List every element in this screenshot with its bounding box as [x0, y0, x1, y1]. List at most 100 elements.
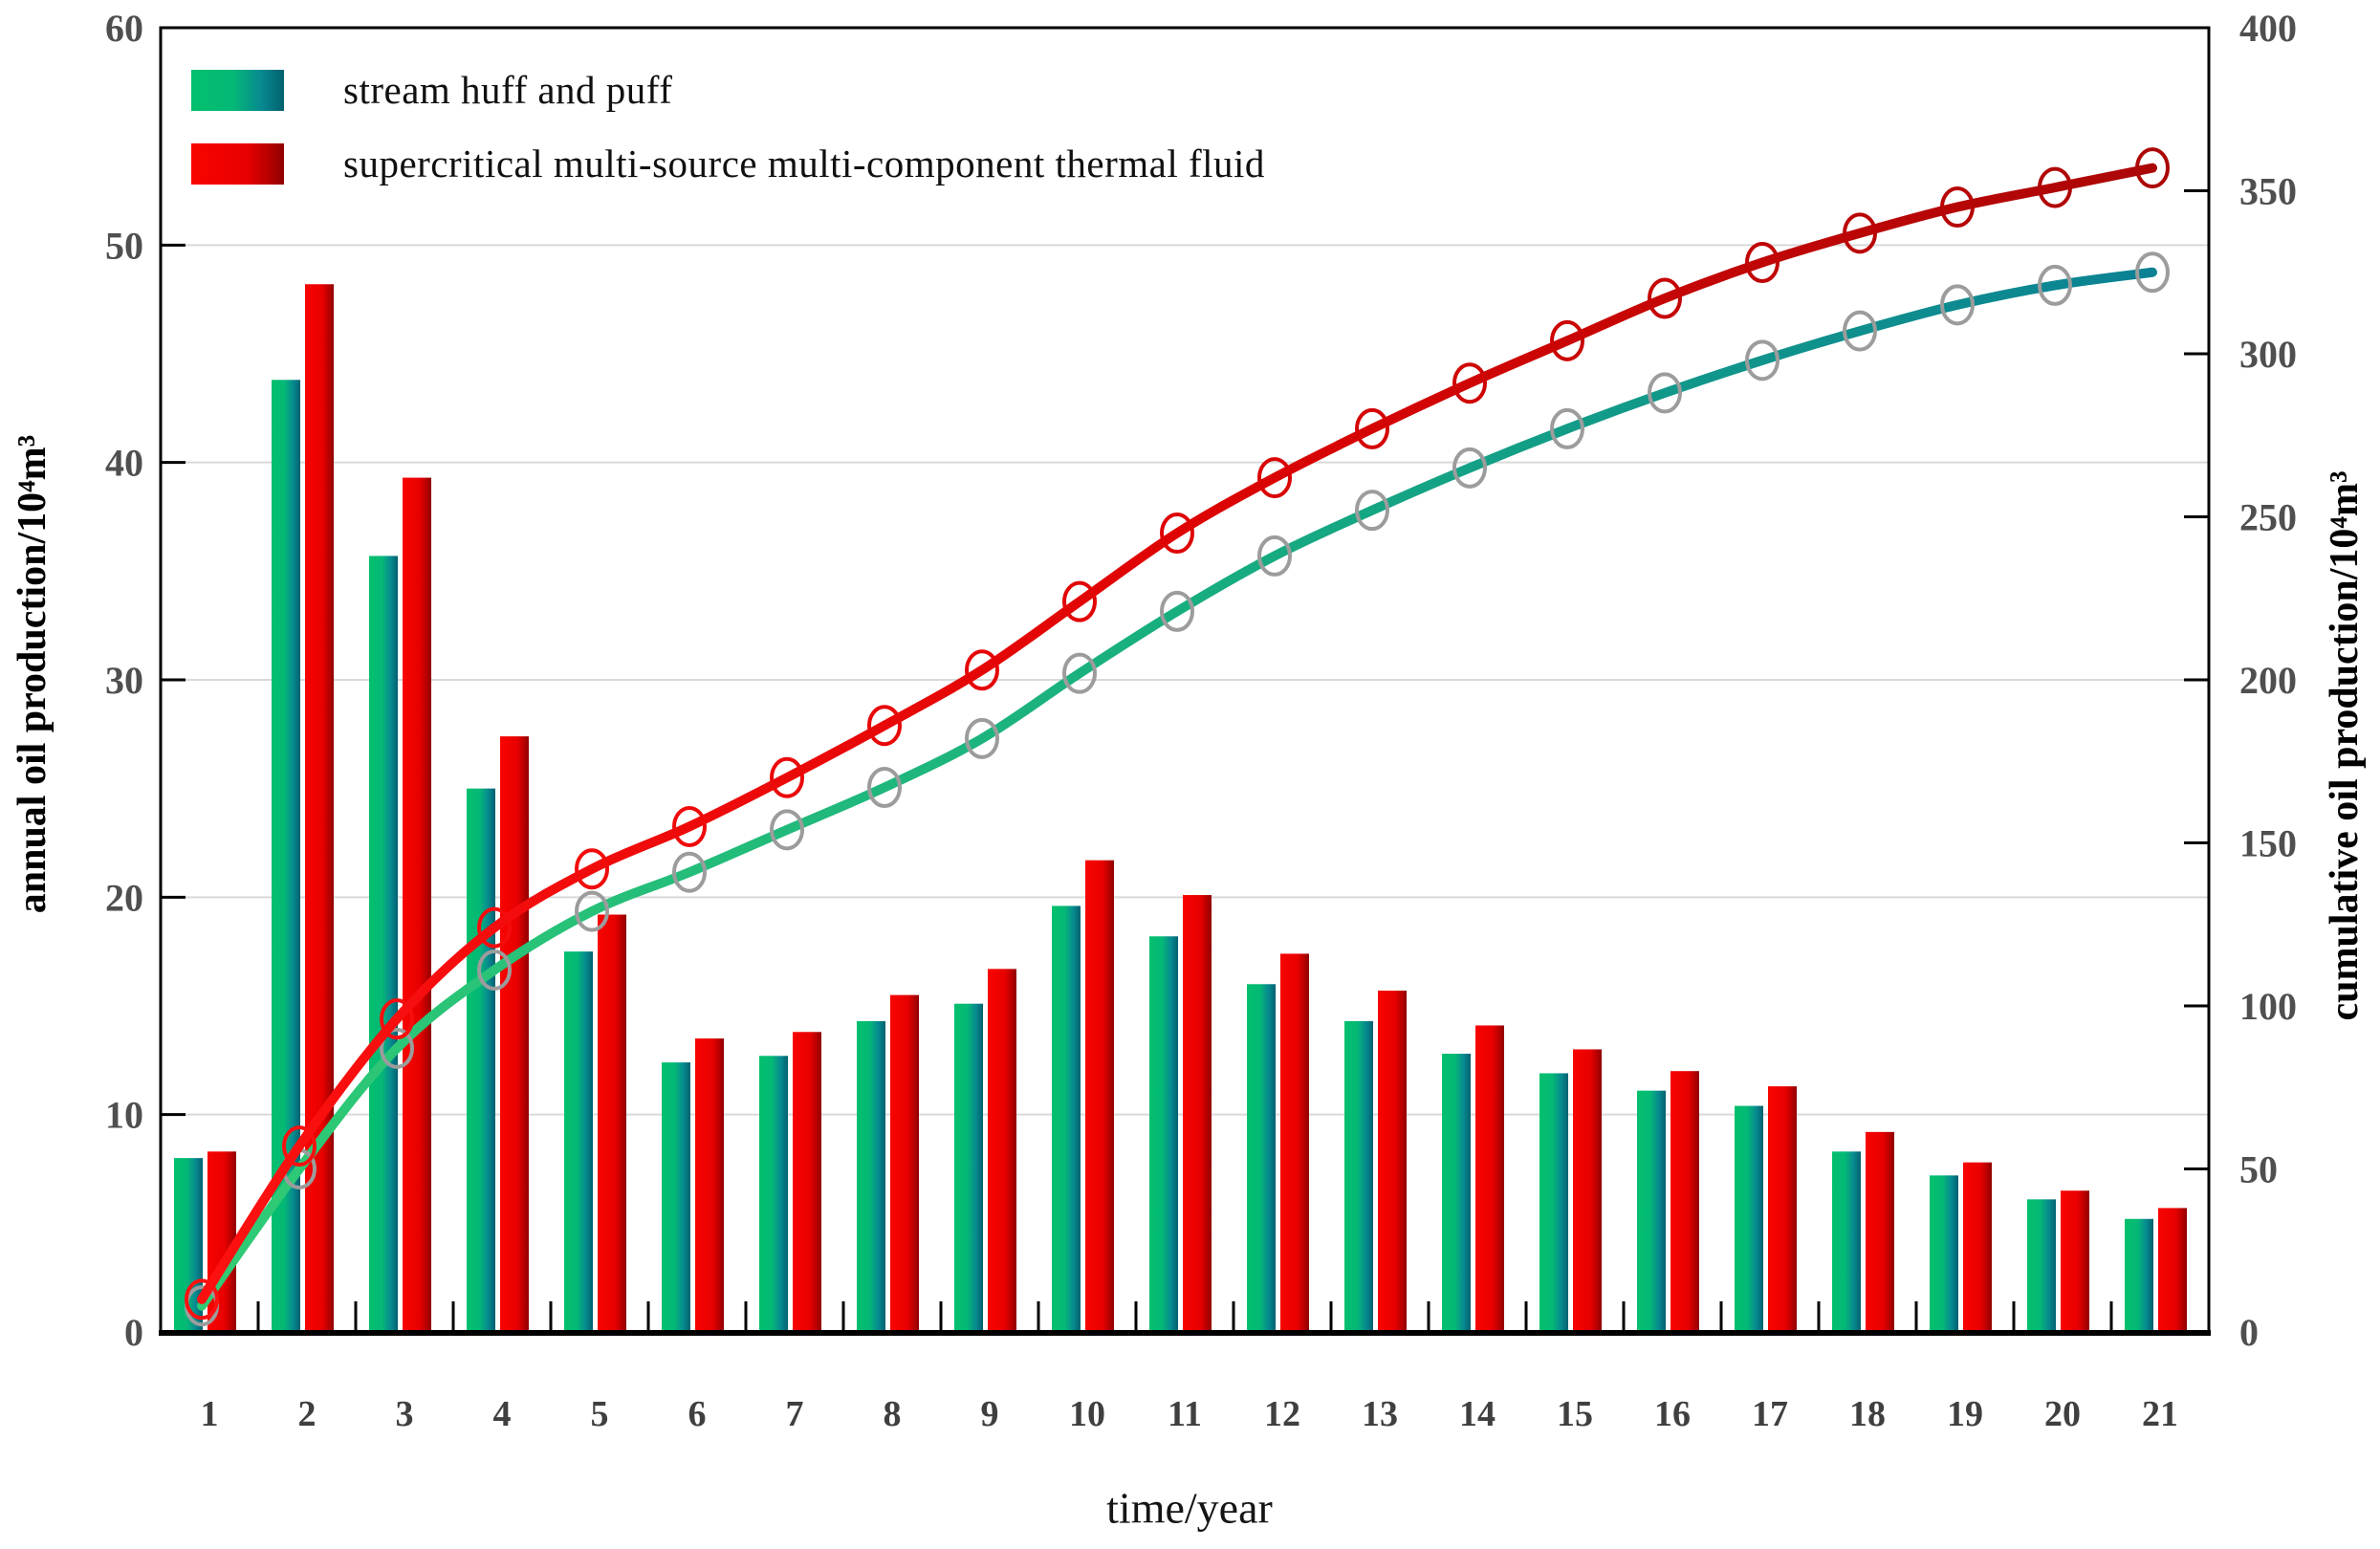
bar-stream-annual-year-12: [1247, 984, 1276, 1332]
x-axis-tick-label-2: 2: [298, 1394, 317, 1434]
bar-stream-annual-year-19: [1930, 1175, 1958, 1332]
right-axis-tick-label-150: 150: [2239, 822, 2297, 865]
legend-label-supercritical: supercritical multi-source multi-compone…: [343, 142, 1265, 185]
right-axis-tick-label-350: 350: [2239, 170, 2297, 213]
right-axis-tick-label-100: 100: [2239, 985, 2297, 1028]
bar-supercritical-annual-year-20: [2061, 1190, 2089, 1332]
marker-supercritical-cumulative-year-4: [477, 906, 512, 949]
bar-stream-annual-year-5: [564, 951, 593, 1332]
x-axis-tick-label-17: 17: [1752, 1394, 1788, 1434]
bar-supercritical-annual-year-12: [1280, 953, 1309, 1332]
left-axis-tick-label-50: 50: [105, 224, 143, 267]
x-axis-tick-label-7: 7: [786, 1394, 804, 1434]
bar-supercritical-annual-year-15: [1573, 1049, 1602, 1332]
bar-stream-annual-year-3: [369, 556, 398, 1332]
legend: stream huff and puff supercritical multi…: [191, 68, 1265, 185]
marker-stream-cumulative-year-7: [770, 809, 804, 851]
marker-stream-cumulative-year-9: [965, 717, 999, 759]
marker-supercritical-cumulative-year-1: [185, 1278, 219, 1320]
bar-stream-annual-year-4: [467, 788, 495, 1332]
marker-stream-cumulative-year-12: [1257, 535, 1292, 577]
marker-supercritical-cumulative-year-20: [2038, 166, 2072, 208]
x-axis-tick-label-4: 4: [493, 1394, 512, 1434]
right-axis-tick-label-50: 50: [2239, 1148, 2278, 1191]
marker-supercritical-cumulative-year-17: [1745, 242, 1780, 284]
bar-stream-annual-year-17: [1735, 1105, 1763, 1332]
bar-supercritical-annual-year-6: [695, 1038, 724, 1332]
right-axis-tick-label-400: 400: [2239, 7, 2297, 50]
marker-stream-cumulative-year-18: [1843, 310, 1877, 352]
marker-supercritical-cumulative-year-8: [867, 705, 902, 747]
bar-stream-annual-year-15: [1539, 1073, 1568, 1332]
x-axis-tick-label-10: 10: [1069, 1394, 1105, 1434]
marker-supercritical-cumulative-year-18: [1843, 212, 1877, 254]
marker-supercritical-cumulative-year-6: [672, 805, 707, 847]
marker-stream-cumulative-year-3: [380, 1027, 414, 1069]
left-axis-title: annual oil production/10⁴m³: [11, 434, 55, 914]
bar-stream-annual-year-13: [1344, 1020, 1373, 1332]
bars-stream-annual: [174, 380, 2153, 1332]
marker-stream-cumulative-year-20: [2038, 264, 2072, 306]
bar-supercritical-annual-year-9: [988, 969, 1016, 1332]
x-axis-tick-label-12: 12: [1264, 1394, 1300, 1434]
x-axis-tick-label-3: 3: [396, 1394, 414, 1434]
bar-stream-annual-year-21: [2125, 1218, 2153, 1332]
marker-supercritical-cumulative-year-14: [1452, 362, 1487, 404]
marker-stream-cumulative-year-11: [1160, 590, 1194, 632]
line-stream-cumulative: [197, 267, 2157, 1311]
x-axis-tick-label-13: 13: [1362, 1394, 1398, 1434]
legend-swatch-supercritical-icon: [191, 142, 284, 185]
bar-supercritical-annual-year-5: [598, 914, 626, 1332]
bar-supercritical-annual-year-19: [1963, 1162, 1992, 1332]
marker-stream-cumulative-year-14: [1452, 447, 1487, 489]
left-axis-tick-label-10: 10: [105, 1094, 143, 1137]
marker-supercritical-cumulative-year-15: [1550, 319, 1584, 361]
left-axis-tick-label-30: 30: [105, 659, 143, 702]
marker-supercritical-cumulative-year-11: [1160, 513, 1194, 555]
marker-stream-cumulative-year-19: [1940, 284, 1975, 326]
legend-item-supercritical: supercritical multi-source multi-compone…: [191, 142, 1265, 185]
bars-supercritical-annual: [207, 284, 2187, 1333]
bar-supercritical-annual-year-16: [1670, 1071, 1699, 1332]
left-axis-tick-label-0: 0: [124, 1311, 143, 1354]
marker-supercritical-cumulative-year-9: [965, 649, 999, 691]
marker-supercritical-cumulative-year-16: [1648, 277, 1682, 319]
left-axis-tick-label-40: 40: [105, 442, 143, 485]
bar-supercritical-annual-year-10: [1085, 860, 1114, 1332]
markers-supercritical-cumulative: [185, 147, 2170, 1320]
markers-stream-cumulative: [185, 251, 2170, 1327]
x-axis-tick-label-14: 14: [1459, 1394, 1496, 1434]
marker-supercritical-cumulative-year-2: [282, 1125, 317, 1167]
marker-supercritical-cumulative-year-13: [1355, 407, 1389, 449]
bar-supercritical-annual-year-3: [403, 477, 431, 1333]
x-axis-tick-label-9: 9: [981, 1394, 999, 1434]
right-axis-title: cumulative oil production/10⁴m³: [2323, 470, 2367, 1021]
marker-supercritical-cumulative-year-21: [2135, 147, 2170, 189]
x-axis-tick-label-18: 18: [1849, 1394, 1886, 1434]
line-supercritical-cumulative: [197, 163, 2157, 1304]
marker-supercritical-cumulative-year-5: [575, 848, 609, 890]
marker-stream-cumulative-year-4: [477, 949, 512, 991]
bar-supercritical-annual-year-17: [1768, 1086, 1797, 1332]
legend-label-stream: stream huff and puff: [343, 68, 673, 112]
bar-supercritical-annual-year-8: [890, 994, 919, 1332]
bar-stream-annual-year-11: [1149, 936, 1178, 1332]
right-axis-tick-label-250: 250: [2239, 496, 2297, 539]
marker-supercritical-cumulative-year-7: [770, 756, 804, 798]
x-axis-tick-label-5: 5: [591, 1394, 609, 1434]
bar-supercritical-annual-year-4: [500, 736, 529, 1332]
bar-supercritical-annual-year-11: [1183, 895, 1212, 1332]
legend-swatch-stream-icon: [191, 69, 284, 111]
bar-stream-annual-year-18: [1832, 1151, 1861, 1332]
marker-stream-cumulative-year-21: [2135, 251, 2170, 294]
x-axis-tick-label-8: 8: [884, 1394, 902, 1434]
bar-supercritical-annual-year-2: [305, 284, 334, 1333]
bar-stream-annual-year-8: [857, 1020, 885, 1332]
x-axis-tick-label-11: 11: [1168, 1394, 1202, 1434]
x-axis-tick-label-19: 19: [1947, 1394, 1983, 1434]
x-axis-tick-label-21: 21: [2142, 1394, 2178, 1434]
bar-stream-annual-year-6: [662, 1062, 690, 1332]
bar-stream-annual-year-10: [1052, 905, 1081, 1332]
